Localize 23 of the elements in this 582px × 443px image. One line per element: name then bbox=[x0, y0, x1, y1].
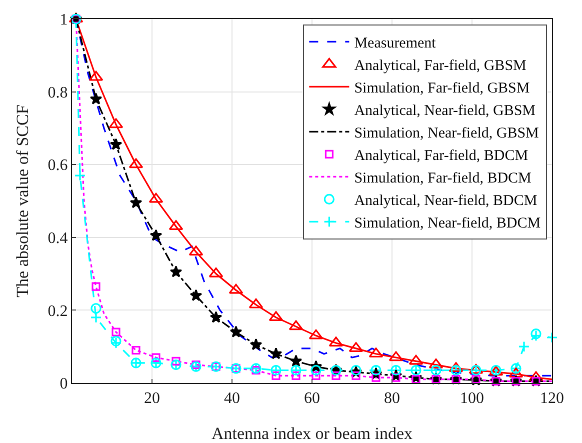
legend-label: Analytical, Far-field, BDCM bbox=[354, 148, 528, 164]
x-tick-label: 120 bbox=[540, 390, 564, 408]
x-tick-label: 60 bbox=[304, 390, 320, 408]
x-axis-title: Antenna index or beam index bbox=[211, 424, 414, 443]
y-tick-label: 0 bbox=[60, 376, 68, 393]
legend-label: Analytical, Near-field, GBSM bbox=[354, 103, 536, 120]
legend-label: Measurement bbox=[354, 36, 437, 52]
y-tick-label: 0.4 bbox=[48, 230, 68, 247]
legend-label: Simulation, Near-field, GBSM bbox=[354, 126, 539, 142]
legend-label: Simulation, Far-field, BDCM bbox=[354, 170, 532, 187]
y-tick-label: 0.6 bbox=[48, 157, 68, 174]
legend-label: Simulation, Far-field, GBSM bbox=[354, 80, 530, 97]
legend-label: Simulation, Near-field, BDCM bbox=[354, 216, 541, 232]
y-axis-title: The absolute value of SCCF bbox=[13, 104, 32, 298]
x-tick-label: 80 bbox=[384, 390, 400, 408]
legend-label: Analytical, Near-field, BDCM bbox=[354, 193, 538, 210]
y-tick-label: 0.8 bbox=[48, 84, 68, 102]
x-tick-label: 20 bbox=[144, 390, 160, 408]
x-tick-label: 100 bbox=[460, 390, 484, 408]
y-tick-label: 0.2 bbox=[48, 302, 68, 320]
y-tick-label: 1 bbox=[60, 12, 68, 29]
legend-label: Analytical, Far-field, GBSM bbox=[354, 58, 526, 74]
x-tick-label: 40 bbox=[224, 390, 240, 408]
